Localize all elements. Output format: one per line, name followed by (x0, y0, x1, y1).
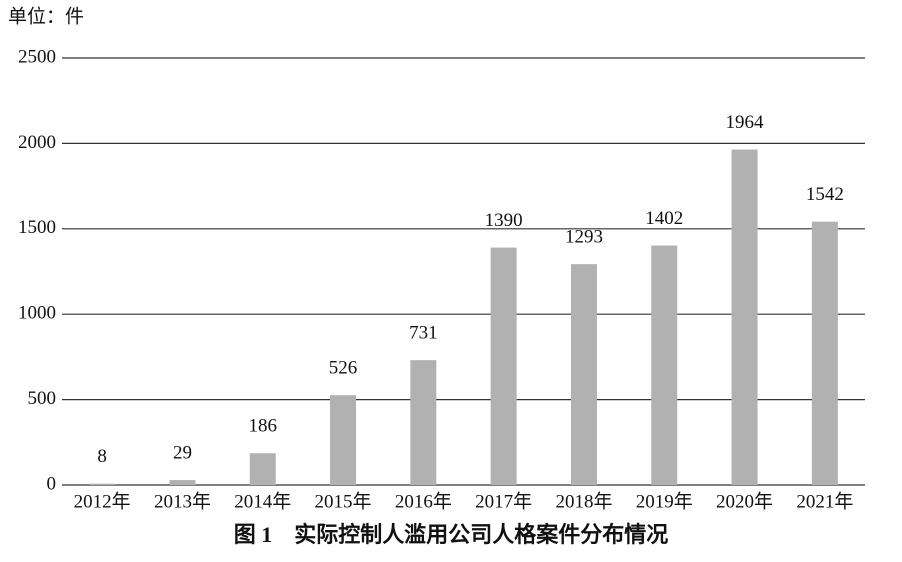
bar (651, 245, 678, 485)
value-label: 1390 (485, 210, 523, 231)
value-label: 1964 (726, 112, 765, 133)
y-tick-label: 2000 (18, 132, 56, 153)
bar (490, 247, 517, 485)
x-tick-label: 2013年 (154, 490, 211, 512)
x-tick-label: 2021年 (796, 490, 853, 512)
y-tick-label: 1000 (18, 303, 56, 324)
y-tick-label: 2500 (18, 46, 56, 67)
bar (570, 264, 597, 485)
value-label: 1402 (645, 208, 683, 229)
value-label: 1293 (565, 227, 603, 248)
value-label: 186 (249, 416, 278, 437)
bar (330, 395, 357, 485)
y-tick-label: 500 (28, 388, 57, 409)
value-label: 731 (409, 323, 438, 344)
bar (249, 453, 276, 485)
x-tick-label: 2012年 (74, 490, 131, 512)
bar (89, 483, 116, 485)
bar (410, 360, 437, 485)
y-tick-label: 1500 (18, 217, 56, 238)
value-label: 29 (173, 442, 192, 463)
x-tick-label: 2018年 (555, 490, 612, 512)
bar (731, 149, 758, 485)
bar (169, 480, 196, 485)
y-tick-label: 0 (47, 473, 57, 494)
value-label: 526 (329, 358, 358, 379)
chart-title: 图 1 实际控制人滥用公司人格案件分布情况 (234, 522, 669, 547)
x-tick-label: 2014年 (234, 490, 291, 512)
value-label: 8 (97, 446, 107, 467)
x-tick-label: 2020年 (716, 490, 773, 512)
x-tick-label: 2015年 (315, 490, 372, 512)
unit-label: 单位：件 (8, 5, 84, 27)
x-tick-label: 2017年 (475, 490, 532, 512)
x-tick-label: 2019年 (636, 490, 693, 512)
bar (811, 221, 838, 485)
x-tick-label: 2016年 (395, 490, 452, 512)
value-label: 1542 (806, 184, 844, 205)
